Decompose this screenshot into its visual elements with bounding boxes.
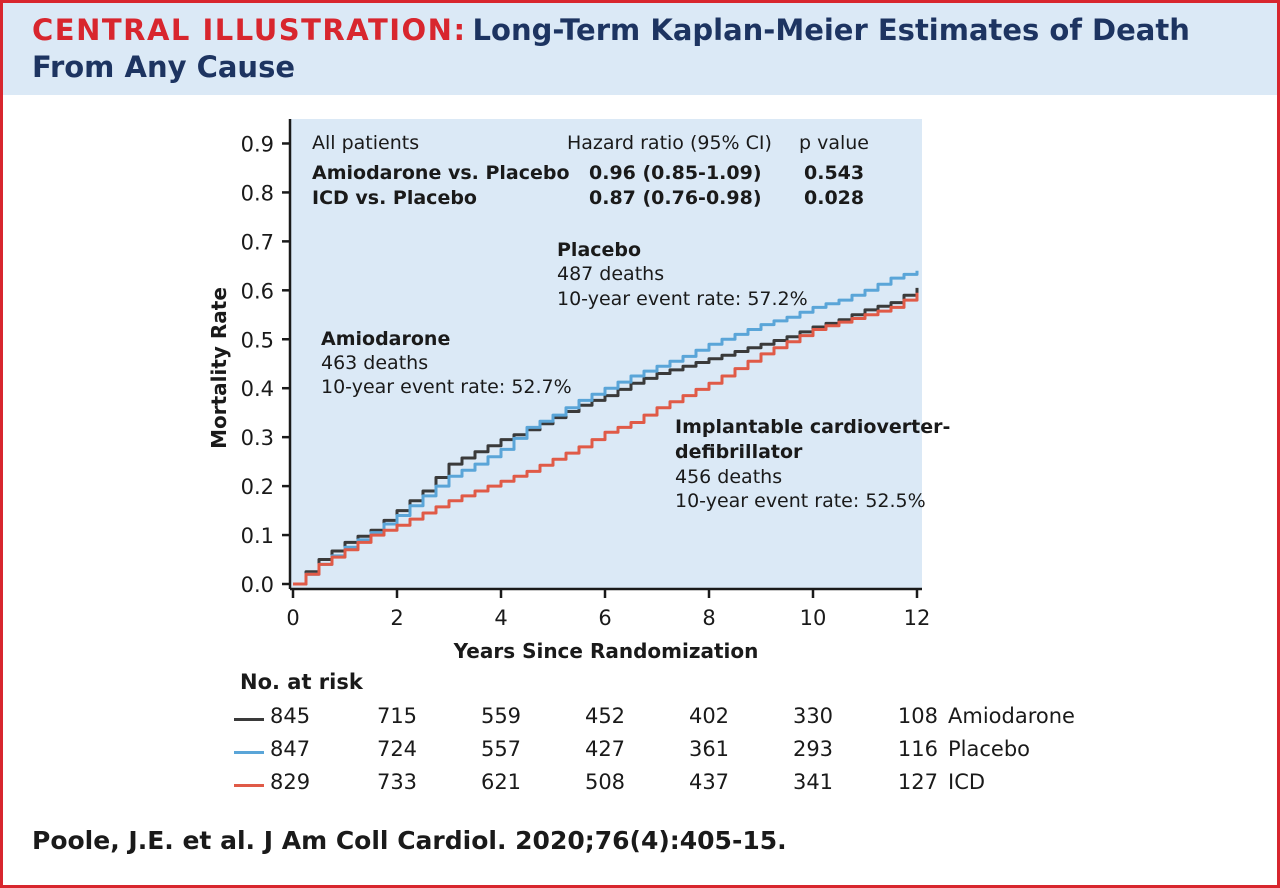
y-tick-label: 0.4: [241, 377, 274, 401]
risk-value: 733: [376, 770, 418, 794]
x-tick-label: 10: [800, 606, 827, 630]
y-tick-label: 0.8: [241, 181, 274, 205]
series-line-placebo: [293, 270, 919, 586]
risk-value: 845: [270, 704, 311, 728]
x-axis-label: Years Since Randomization: [453, 639, 759, 663]
risk-value: 715: [376, 704, 418, 728]
risk-value: 452: [584, 704, 626, 728]
risk-row-placebo: 847 724 557 427 361 293 116 Placebo: [0, 737, 1280, 767]
amiodarone-annotation-name: Amiodarone: [321, 328, 450, 350]
placebo-annotation-rate: 10-year event rate: 57.2%: [557, 288, 808, 310]
legend-swatch: [234, 751, 264, 754]
risk-value: 427: [584, 737, 626, 761]
header-banner: [3, 3, 1277, 95]
risk-value: 847: [270, 737, 311, 761]
amiodarone-annotation: Amiodarone 463 deaths 10-year event rate…: [321, 328, 572, 398]
x-tick-label: 4: [494, 606, 507, 630]
plot-area: [290, 119, 922, 589]
series-line-icd: [293, 292, 919, 586]
y-tick-label: 0.3: [241, 426, 274, 450]
legend-swatch: [234, 784, 264, 787]
no-at-risk-title: No. at risk: [240, 670, 363, 694]
risk-value: 557: [480, 737, 522, 761]
x-tick-label: 0: [286, 606, 299, 630]
stats-header-hr: Hazard ratio (95% CI): [567, 132, 772, 154]
placebo-annotation-name: Placebo: [557, 239, 641, 261]
y-tick-label: 0.5: [241, 328, 274, 352]
kaplan-meier-chart: 0 2 4 6 8 10 120.00.10.20.30.40.50.60.70.80.9 …: [207, 119, 950, 663]
risk-value: 402: [688, 704, 730, 728]
icd-annotation-name: Implantable cardioverter-: [675, 416, 950, 438]
y-tick-label: 0.2: [241, 475, 274, 499]
central-illustration-label: CENTRAL ILLUSTRATION:: [32, 13, 467, 47]
risk-value: 330: [792, 704, 834, 728]
x-tick-label: 8: [702, 606, 715, 630]
citation: Poole, J.E. et al. J Am Coll Cardiol. 20…: [32, 826, 787, 855]
placebo-annotation-deaths: 487 deaths: [557, 263, 664, 285]
risk-value: 341: [792, 770, 834, 794]
amiodarone-annotation-rate: 10-year event rate: 52.7%: [321, 376, 572, 398]
stats-header-patients: All patients: [312, 132, 419, 154]
risk-row-amiodarone: 845 715 559 452 402 330 108 Amiodarone: [0, 704, 1280, 734]
survival-curves: [293, 270, 919, 586]
stats-row-comparison: ICD vs. Placebo: [312, 187, 477, 209]
risk-value: 724: [376, 737, 418, 761]
risk-value: 437: [688, 770, 730, 794]
y-tick-label: 0.6: [241, 279, 274, 303]
risk-value: 116: [897, 737, 938, 761]
y-tick-label: 0.9: [241, 132, 274, 156]
risk-value: 108: [897, 704, 938, 728]
risk-value: 829: [270, 770, 311, 794]
legend-swatch: [234, 718, 264, 721]
x-tick-label: 6: [598, 606, 611, 630]
x-tick-label: 12: [904, 606, 931, 630]
stats-row-p: 0.028: [804, 187, 864, 209]
icd-annotation-deaths: 456 deaths: [675, 466, 782, 488]
stats-row-hr: 0.96 (0.85-1.09): [589, 162, 762, 184]
risk-value: 559: [480, 704, 522, 728]
risk-row-label: Placebo: [948, 737, 1031, 761]
risk-value: 293: [792, 737, 834, 761]
icd-annotation: Implantable cardioverter- defibrillator …: [675, 416, 950, 512]
risk-row-label: ICD: [948, 770, 986, 794]
hazard-ratio-table: All patients Hazard ratio (95% CI) p val…: [312, 132, 869, 209]
risk-value: 361: [688, 737, 730, 761]
icd-annotation-name-2: defibrillator: [675, 441, 803, 463]
risk-row-icd: 829 733 621 508 437 341 127 ICD: [0, 770, 1280, 800]
risk-value: 508: [584, 770, 626, 794]
icd-annotation-rate: 10-year event rate: 52.5%: [675, 490, 926, 512]
illustration-title: CENTRAL ILLUSTRATION: Long-Term Kaplan-Me…: [32, 12, 1252, 86]
stats-row-p: 0.543: [804, 162, 864, 184]
amiodarone-annotation-deaths: 463 deaths: [321, 352, 428, 374]
stats-row-comparison: Amiodarone vs. Placebo: [312, 162, 570, 184]
stats-header-p: p value: [799, 132, 869, 154]
x-tick-label: 2: [390, 606, 403, 630]
risk-value: 621: [480, 770, 522, 794]
y-tick-label: 0.7: [241, 230, 274, 254]
title-text: Long-Term Kaplan-Meier Estimates of Deat…: [32, 13, 1190, 84]
placebo-annotation: Placebo 487 deaths 10-year event rate: 5…: [557, 239, 808, 310]
y-tick-label: 0.0: [241, 573, 274, 597]
y-axis-label: Mortality Rate: [207, 287, 231, 449]
stats-row-hr: 0.87 (0.76-0.98): [589, 187, 762, 209]
axes: 0 2 4 6 8 10 12 0.0 0.1 0.2 0.3 0.4 0.5 0.6 0.7 0.8 0.9: [241, 119, 931, 630]
risk-value: 127: [897, 770, 938, 794]
y-tick-label: 0.1: [241, 524, 274, 548]
risk-row-label: Amiodarone: [948, 704, 1075, 728]
